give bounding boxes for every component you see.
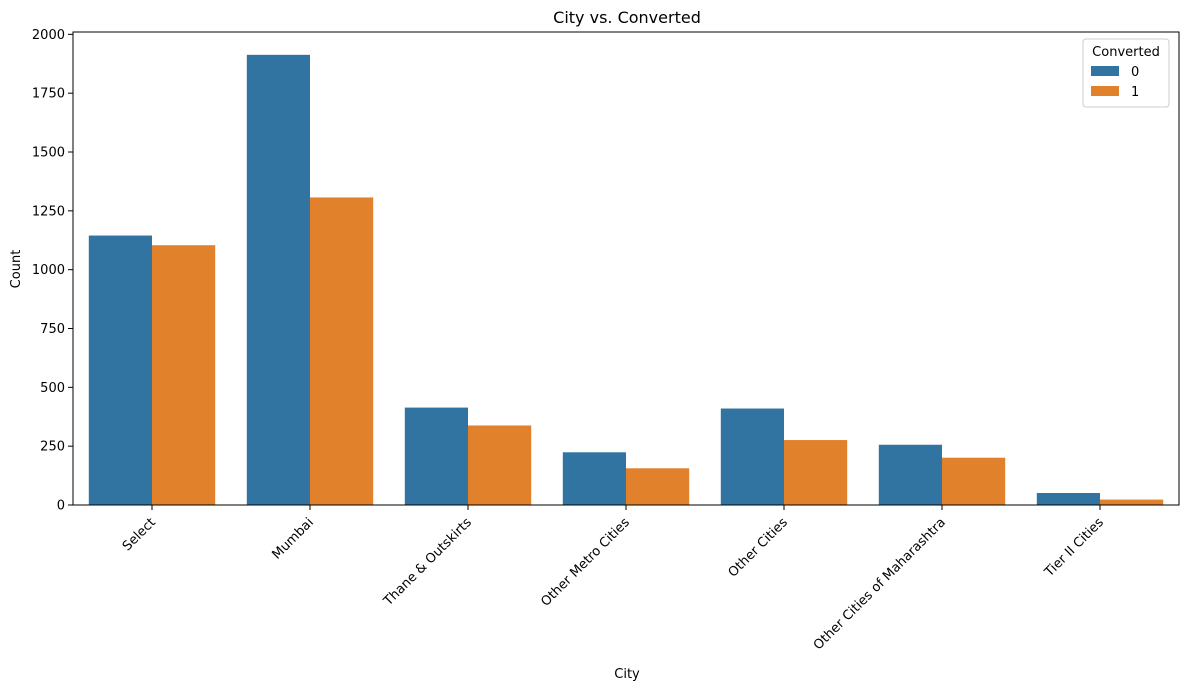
y-axis-label: Count — [9, 250, 24, 289]
y-tick-label: 750 — [40, 322, 65, 337]
bar — [246, 54, 310, 506]
bar — [1036, 492, 1100, 505]
y-tick-label: 1750 — [32, 87, 65, 102]
bar — [720, 408, 784, 505]
y-tick-label: 2000 — [32, 28, 65, 43]
bar — [626, 468, 690, 505]
bar — [1100, 499, 1164, 505]
bar — [88, 235, 152, 505]
legend-label: 0 — [1131, 65, 1139, 80]
x-tick-label: Other Cities of Maharashtra — [811, 515, 949, 653]
bar — [152, 245, 216, 505]
y-tick-label: 1000 — [32, 263, 65, 278]
y-tick-label: 1250 — [32, 204, 65, 219]
bar — [942, 457, 1006, 505]
legend-label: 1 — [1131, 85, 1139, 100]
legend: Converted 0 1 — [1082, 38, 1170, 108]
bar — [878, 444, 942, 505]
y-tick-label: 0 — [57, 499, 65, 514]
bar — [404, 407, 468, 505]
axes-frame — [72, 31, 1180, 506]
y-tick-label: 1500 — [32, 146, 65, 161]
legend-title: Converted — [1092, 45, 1160, 60]
plot-area: 0 250 500 750 1000 1250 1500 1750 2000 Select Mumb… — [32, 28, 1180, 653]
legend-swatch — [1091, 86, 1119, 96]
x-tick-label: Thane & Outskirts — [380, 515, 475, 610]
x-tick-label: Other Metro Cities — [538, 515, 633, 610]
x-tick-label: Mumbai — [269, 515, 316, 562]
bar — [562, 452, 626, 505]
bar — [784, 440, 848, 505]
legend-swatch — [1091, 66, 1119, 76]
y-tick-label: 500 — [40, 381, 65, 396]
y-tick-label: 250 — [40, 440, 65, 455]
chart-title: City vs. Converted — [553, 8, 701, 27]
x-tick-label: Select — [120, 515, 159, 554]
x-tick-label: Other Cities — [726, 515, 791, 580]
x-tick-label: Tier II Cities — [1041, 515, 1107, 581]
x-axis-label: City — [614, 667, 640, 682]
bar — [468, 425, 532, 505]
bar — [310, 197, 374, 505]
